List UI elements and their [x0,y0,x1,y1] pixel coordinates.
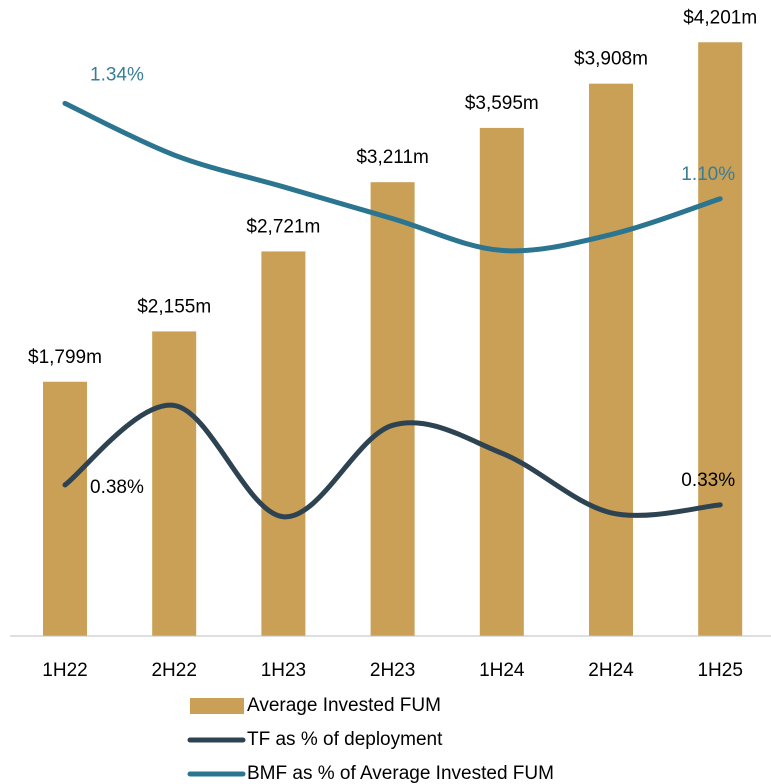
x-tick-label: 2H23 [370,660,415,681]
data-label: $4,201m [683,7,757,28]
bar [698,42,743,636]
legend-swatch [190,698,244,714]
bar [479,127,524,636]
data-label: $2,721m [246,216,320,237]
bar [152,331,197,636]
bar [370,182,415,637]
x-tick-label: 1H24 [479,660,525,681]
bar [43,381,87,636]
data-label: 0.33% [681,470,735,491]
legend-label: BMF as % of Average Invested FUM [247,763,554,784]
line [62,402,723,520]
legend-label: TF as % of deployment [247,729,443,750]
data-label: $3,211m [356,147,429,168]
x-tick-label: 1H25 [697,660,742,681]
data-label: $2,155m [137,296,211,317]
bar [589,83,633,637]
x-tick-label: 1H23 [261,660,306,681]
line [62,100,723,254]
data-label: $3,908m [574,49,648,70]
data-label: $3,595m [465,93,539,114]
x-tick-label: 1H22 [42,660,87,681]
legend-label: Average Invested FUM [247,695,441,716]
x-tick-label: 2H22 [151,660,196,681]
data-label: 1.34% [90,64,144,85]
data-label: 0.38% [90,477,144,498]
data-label: $1,799m [28,347,102,368]
bar [261,251,306,636]
data-label: 1.10% [681,164,735,185]
x-tick-label: 2H24 [588,660,634,681]
